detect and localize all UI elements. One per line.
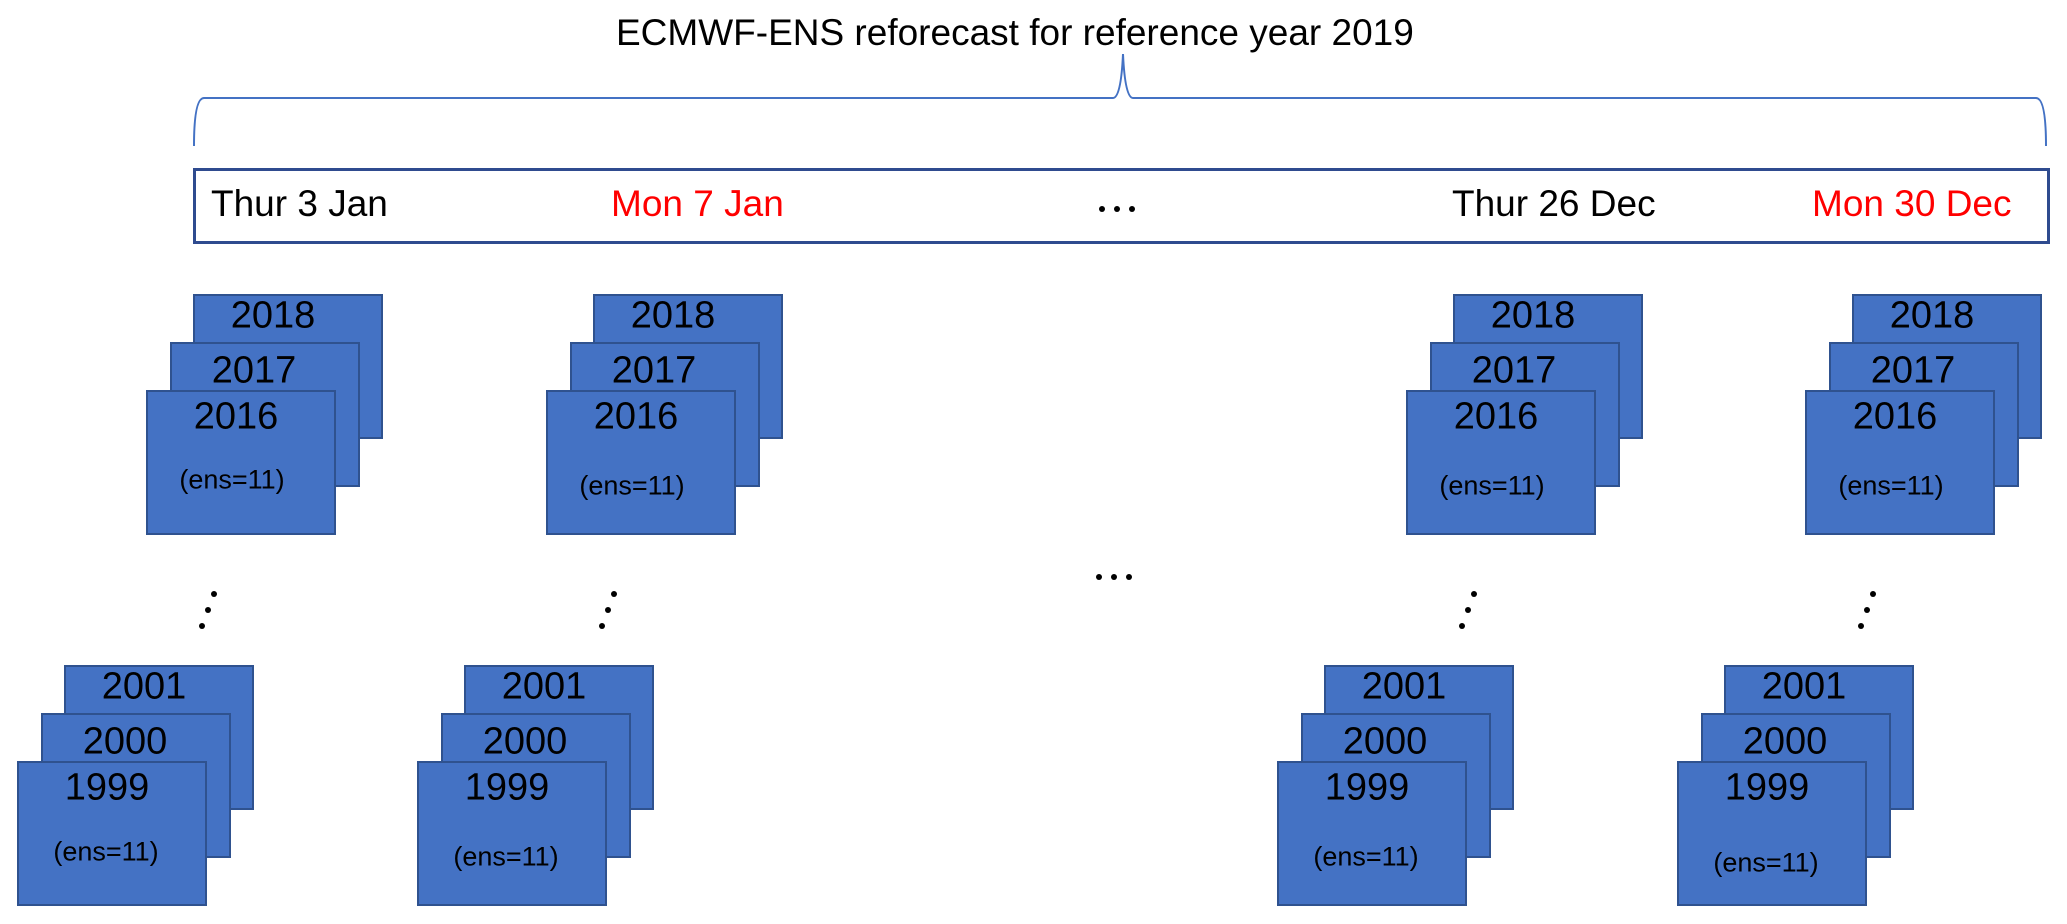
year-label: 2018: [630, 294, 716, 337]
year-card: [1277, 761, 1467, 906]
ellipsis-dot: [1870, 591, 1876, 597]
ellipsis-dot: [211, 591, 217, 597]
year-label: 2000: [1742, 720, 1828, 763]
date-label: Thur 3 Jan: [211, 183, 388, 224]
ensemble-size-label: (ens=11): [53, 836, 159, 867]
ensemble-size-label: (ens=11): [1439, 470, 1545, 501]
ellipsis-dot: [611, 591, 617, 597]
year-card: [417, 761, 607, 906]
ellipsis-dot: [1858, 623, 1864, 629]
ellipsis-dot: [1459, 623, 1465, 629]
year-label: 1999: [64, 766, 150, 809]
ensemble-size-label: (ens=11): [1313, 841, 1419, 872]
year-label: 2000: [82, 720, 168, 763]
year-label: 2016: [593, 395, 679, 438]
ensemble-size-label: (ens=11): [453, 841, 559, 872]
year-label: 1999: [464, 766, 550, 809]
year-label: 2000: [482, 720, 568, 763]
curly-brace: [193, 53, 2047, 147]
year-label: 2017: [1471, 349, 1557, 392]
ellipsis-dot: [599, 623, 605, 629]
title-text: ECMWF-ENS reforecast for reference year …: [616, 12, 1414, 53]
year-label: 2018: [230, 294, 316, 337]
ellipsis-dot: [605, 607, 611, 613]
year-label: 2001: [1761, 665, 1847, 708]
date-timeline-box: Thur 3 Jan Mon 7 Jan Thur 26 Dec Mon 30 …: [193, 168, 2050, 244]
ellipsis-dot: [1114, 206, 1120, 212]
ellipsis-dot: [1864, 607, 1870, 613]
ellipsis-dot: [205, 607, 211, 613]
year-label: 2018: [1889, 294, 1975, 337]
year-card: [17, 761, 207, 906]
ellipsis-dot: [1465, 607, 1471, 613]
date-label: Mon 30 Dec: [1812, 183, 2012, 224]
year-label: 2017: [1870, 349, 1956, 392]
year-label: 2001: [101, 665, 187, 708]
year-label: 2017: [211, 349, 297, 392]
year-label: 2000: [1342, 720, 1428, 763]
ellipsis-dot: [1129, 206, 1135, 212]
ensemble-size-label: (ens=11): [179, 464, 285, 495]
ensemble-size-label: (ens=11): [579, 470, 685, 501]
year-card: [1677, 761, 1867, 906]
ensemble-size-label: (ens=11): [1713, 847, 1819, 878]
ellipsis-dot: [199, 623, 205, 629]
date-label: Mon 7 Jan: [611, 183, 784, 224]
year-card: [146, 390, 336, 535]
year-label: 2016: [1852, 395, 1938, 438]
year-card: [546, 390, 736, 535]
year-label: 2016: [193, 395, 279, 438]
year-label: 2001: [1361, 665, 1447, 708]
year-label: 2018: [1490, 294, 1576, 337]
year-card: [1406, 390, 1596, 535]
year-label: 2017: [611, 349, 697, 392]
year-card: [1805, 390, 1995, 535]
ellipsis-dot: [1099, 206, 1105, 212]
ellipsis-dot: [1111, 574, 1117, 580]
ensemble-size-label: (ens=11): [1838, 470, 1944, 501]
ellipsis-dot: [1471, 591, 1477, 597]
year-label: 2001: [501, 665, 587, 708]
year-label: 1999: [1324, 766, 1410, 809]
date-label: Thur 26 Dec: [1452, 183, 1656, 224]
ellipsis-dot: [1096, 574, 1102, 580]
year-label: 1999: [1724, 766, 1810, 809]
year-label: 2016: [1453, 395, 1539, 438]
ellipsis-dot: [1126, 574, 1132, 580]
